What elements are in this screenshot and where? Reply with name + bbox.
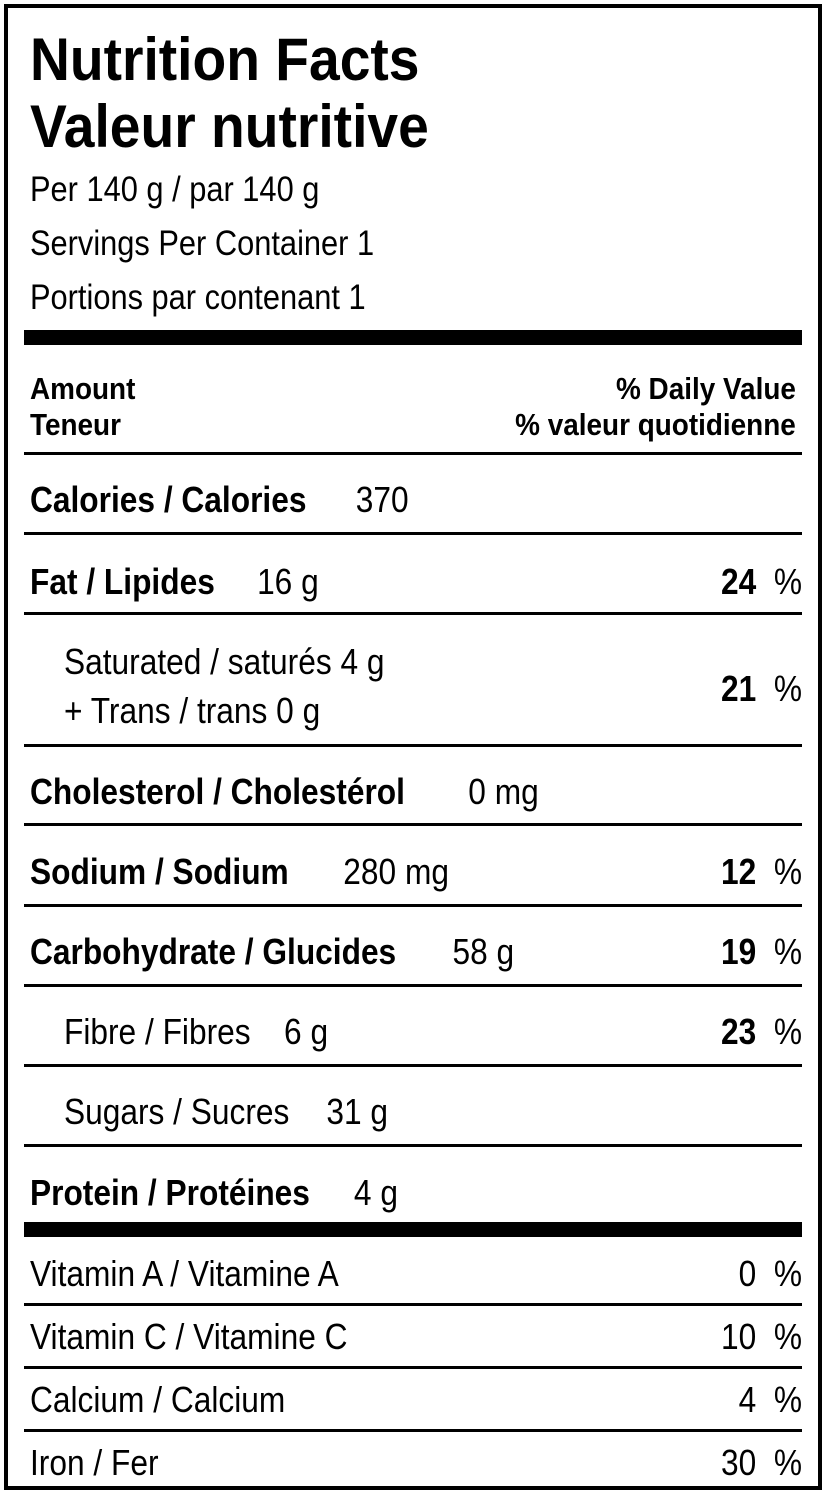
cholesterol-amount: 0 mg (468, 771, 539, 812)
fibre-amount: 6 g (284, 1011, 329, 1052)
protein-label: Protein / Protéines (30, 1172, 310, 1213)
iron-percent: 30 (720, 1442, 757, 1483)
amount-header: Amount (30, 371, 136, 406)
calories-amount: 370 (355, 479, 409, 520)
vitamin-a-label: Vitamin A / Vitamine A (30, 1253, 339, 1294)
thick-divider-bottom (24, 1222, 802, 1237)
title-french: Valeur nutritive (30, 93, 429, 160)
vitamin-a-percent: 0 (738, 1253, 757, 1294)
portions-par-contenant: Portions par contenant 1 (30, 278, 366, 317)
divider (24, 1303, 802, 1306)
servings-per-container: Servings Per Container 1 (30, 224, 375, 263)
divider (24, 1429, 802, 1432)
thick-divider-top (24, 330, 802, 345)
sugars-label: Sugars / Sucres (64, 1091, 290, 1132)
divider (24, 532, 802, 535)
fibre-percent: 23 (720, 1011, 757, 1052)
calories-label: Calories / Calories (30, 479, 307, 520)
sugars-amount: 31 g (326, 1091, 389, 1132)
divider (24, 823, 802, 826)
fat-label: Fat / Lipides (30, 561, 215, 602)
divider (24, 612, 802, 615)
fat-percent: 24 (720, 561, 757, 602)
title-english: Nutrition Facts (30, 26, 420, 93)
serving-size: Per 140 g / par 140 g (30, 170, 320, 209)
divider (24, 904, 802, 907)
iron-label: Iron / Fer (30, 1442, 159, 1483)
saturated-label: Saturated / saturés 4 g (64, 641, 385, 682)
carbohydrate-amount: 58 g (452, 931, 515, 972)
nutrition-facts-label: Nutrition Facts Valeur nutritive Per 140… (4, 4, 822, 1490)
calcium-percent: 4 (738, 1379, 757, 1420)
divider (24, 744, 802, 747)
saturated-percent: 21 (720, 668, 757, 709)
fibre-label: Fibre / Fibres (64, 1011, 251, 1052)
daily-value-header: % Daily Value (616, 371, 796, 406)
cholesterol-label: Cholesterol / Cholestérol (30, 771, 405, 812)
divider (24, 1064, 802, 1067)
teneur-header: Teneur (30, 407, 121, 442)
vitamin-c-percent: 10 (720, 1316, 757, 1357)
divider (24, 984, 802, 987)
calcium-label: Calcium / Calcium (30, 1379, 286, 1420)
protein-amount: 4 g (353, 1172, 398, 1213)
divider (24, 452, 802, 455)
carbohydrate-percent: 19 (720, 931, 757, 972)
fat-amount: 16 g (257, 561, 319, 602)
sodium-percent: 12 (720, 851, 757, 892)
sodium-amount: 280 mg (343, 851, 449, 892)
divider (24, 1366, 802, 1369)
vitamin-c-label: Vitamin C / Vitamine C (30, 1316, 348, 1357)
trans-label: + Trans / trans 0 g (64, 690, 321, 731)
valeur-quotidienne-header: % valeur quotidienne (515, 407, 796, 442)
carbohydrate-label: Carbohydrate / Glucides (30, 931, 397, 972)
divider (24, 1144, 802, 1147)
sodium-label: Sodium / Sodium (30, 851, 289, 892)
